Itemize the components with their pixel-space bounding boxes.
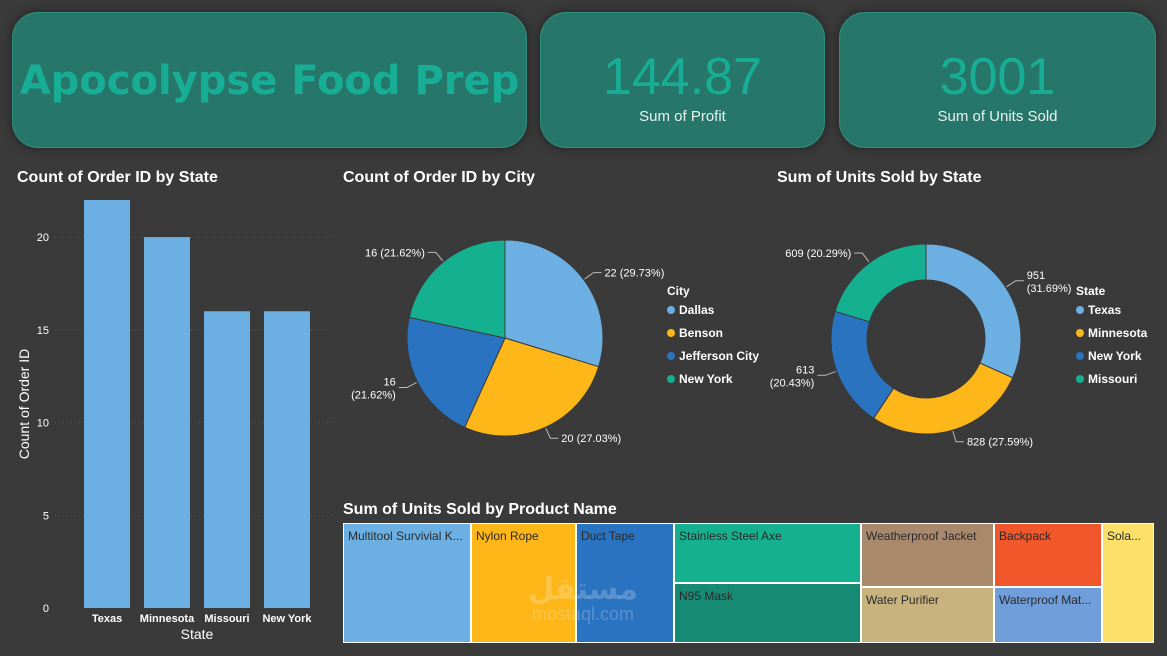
legend-title: City (667, 284, 690, 298)
kpi-value: 3001 (939, 48, 1056, 106)
x-tick-label: Texas (92, 613, 122, 625)
treemap-tile[interactable]: Weatherproof Jacket (861, 523, 994, 587)
data-label: 20 (27.03%) (561, 433, 621, 445)
legend-item: Benson (679, 326, 723, 340)
treemap-tile[interactable]: Sola... (1102, 523, 1154, 643)
donut-chart[interactable]: 951 (31.69%) 828 (27.59%) 613 (20.43%) 609 (2… (770, 190, 1165, 490)
bar (144, 237, 190, 608)
legend-marker (667, 352, 675, 360)
legend-marker (667, 329, 675, 337)
treemap-tile[interactable]: Waterproof Mat... (994, 587, 1102, 643)
y-tick-label: 15 (37, 325, 49, 337)
legend-item: New York (679, 372, 733, 386)
y-axis-title: Count of Order ID (16, 349, 32, 460)
pie-chart[interactable]: 22 (29.73%) 20 (27.03%) 16 (21.62%) 16 (21.6… (343, 190, 768, 490)
x-tick-label: Missouri (204, 613, 249, 625)
leader-line (952, 431, 964, 443)
data-label: 16 (21.62%) (351, 377, 396, 402)
bar (84, 200, 130, 608)
leader-line (817, 371, 836, 376)
y-tick-label: 20 (37, 232, 49, 244)
legend-marker (1076, 329, 1084, 337)
bar-chart[interactable]: 0 5 10 15 20 Texas Minnesota Missouri New York St… (0, 190, 340, 646)
leader-line (1006, 280, 1024, 288)
legend-item: Dallas (679, 303, 715, 317)
pie-slice (834, 243, 927, 323)
legend-marker (1076, 375, 1084, 383)
bar (204, 311, 250, 608)
data-label: 951 (31.69%) (1027, 270, 1072, 295)
treemap-tile[interactable]: Nylon Rope (471, 523, 576, 643)
leader-line (854, 252, 870, 263)
treemap-title: Sum of Units Sold by Product Name (343, 501, 617, 518)
treemap-tile[interactable]: N95 Mask (674, 583, 861, 643)
pie-slice (830, 310, 895, 419)
leader-line (427, 251, 444, 262)
legend-marker (1076, 306, 1084, 314)
data-label: 828 (27.59%) (967, 437, 1033, 449)
treemap-tile[interactable]: Backpack (994, 523, 1102, 587)
kpi-label: Sum of Units Sold (937, 108, 1058, 125)
y-tick-label: 10 (37, 418, 49, 430)
treemap-chart[interactable]: Multitool Survivial K... Nylon Rope Duct… (343, 523, 1154, 643)
x-tick-label: New York (262, 613, 312, 625)
bar (264, 311, 310, 608)
kpi-label: Sum of Profit (639, 108, 726, 125)
legend-marker (667, 375, 675, 383)
pie-slice (504, 239, 604, 368)
pie-slice (925, 243, 1022, 379)
leader-line (398, 382, 417, 389)
treemap-tile[interactable]: Water Purifier (861, 587, 994, 643)
data-label: 609 (20.29%) (785, 248, 851, 260)
y-tick-label: 5 (43, 510, 49, 522)
legend-marker (667, 306, 675, 314)
legend-item: Texas (1088, 303, 1121, 317)
leader-line (545, 428, 559, 439)
page-title: Apocolypse Food Prep (19, 58, 520, 104)
data-label: 613 (20.43%) (770, 364, 814, 389)
legend-item: New York (1088, 349, 1142, 363)
data-label: 16 (21.62%) (365, 247, 425, 259)
treemap-tile[interactable]: Multitool Survivial K... (343, 523, 471, 643)
kpi-value: 144.87 (602, 48, 763, 106)
pie-slice (463, 337, 600, 437)
kpi-card-profit[interactable]: 144.87 Sum of Profit (540, 12, 825, 148)
legend-title: State (1076, 284, 1106, 298)
data-label: 22 (29.73%) (604, 268, 664, 280)
legend-item: Jefferson City (679, 349, 759, 363)
treemap-tile[interactable]: Stainless Steel Axe (674, 523, 861, 583)
pie-slice (872, 362, 1014, 435)
pie-chart-title: Count of Order ID by City (343, 169, 535, 186)
pie-slice (408, 239, 506, 339)
pie-slice (406, 316, 506, 428)
legend-item: Minnesota (1088, 326, 1148, 340)
treemap-tile[interactable]: Duct Tape (576, 523, 674, 643)
kpi-card-units-sold[interactable]: 3001 Sum of Units Sold (839, 12, 1156, 148)
legend-item: Missouri (1088, 372, 1137, 386)
bar-chart-title: Count of Order ID by State (17, 169, 218, 186)
x-axis-title: State (181, 626, 214, 642)
donut-chart-title: Sum of Units Sold by State (777, 169, 982, 186)
leader-line (584, 272, 602, 280)
title-card: Apocolypse Food Prep (12, 12, 527, 148)
x-tick-label: Minnesota (140, 613, 195, 625)
legend-marker (1076, 352, 1084, 360)
y-tick-label: 0 (43, 603, 49, 615)
